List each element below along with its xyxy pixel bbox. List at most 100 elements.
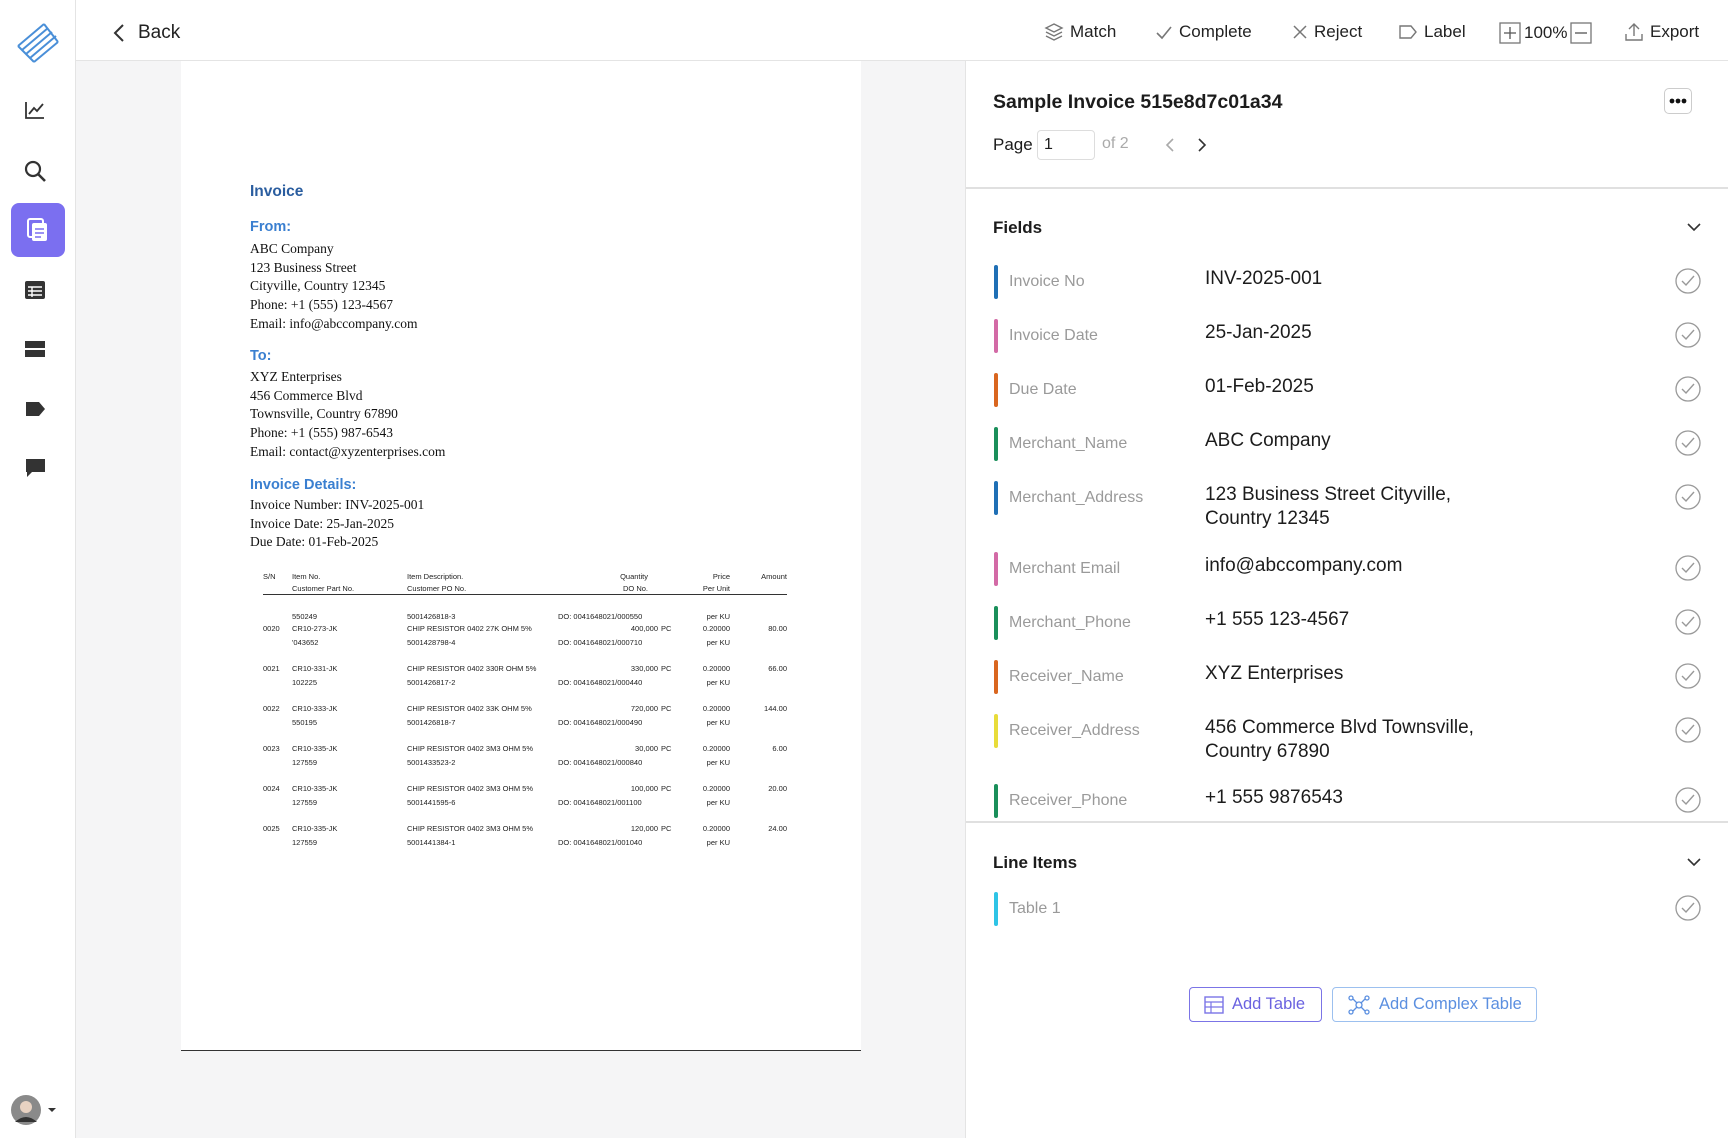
- document-title: Sample Invoice 515e8d7c01a34: [993, 91, 1283, 113]
- search-icon[interactable]: [24, 160, 46, 182]
- table-cell: 80.00: [768, 624, 787, 633]
- field-value[interactable]: ABC Company: [1205, 430, 1331, 451]
- table-cell: per KU: [706, 798, 730, 807]
- next-page[interactable]: [1196, 137, 1208, 153]
- table-cell: CHIP RESISTOR 0402 3M3 OHM 5%: [407, 824, 534, 833]
- line-items-collapse[interactable]: [1686, 856, 1702, 868]
- user-avatar[interactable]: [10, 1094, 60, 1126]
- field-label: Invoice No: [1009, 273, 1085, 290]
- table-cell: 5001426817-2: [407, 678, 456, 687]
- match-button[interactable]: Match: [1044, 22, 1116, 42]
- table-cell: CHIP RESISTOR 0402 3M3 OHM 5%: [407, 744, 534, 753]
- table-header: Customer Part No.: [292, 584, 355, 593]
- line-item-confirm[interactable]: [1674, 894, 1702, 922]
- table-cell: per KU: [706, 638, 730, 647]
- field-value[interactable]: 123 Business Street Cityville, Country 1…: [1205, 484, 1452, 529]
- table-cell: per KU: [706, 678, 730, 687]
- field-value[interactable]: INV-2025-001: [1205, 268, 1323, 289]
- documents-nav-active[interactable]: [11, 203, 65, 257]
- table-cell: DO: 0041648021/000490: [558, 718, 643, 727]
- storage-icon[interactable]: [24, 340, 46, 358]
- table-cell: 0.20000: [702, 784, 730, 793]
- field-confirm[interactable]: [1674, 554, 1702, 582]
- comment-icon[interactable]: [25, 458, 47, 478]
- reject-label: Reject: [1314, 22, 1363, 41]
- document-page: [181, 61, 861, 1051]
- table-cell: 5001426818-3: [407, 612, 456, 621]
- analytics-icon[interactable]: [24, 100, 46, 120]
- back-button[interactable]: Back: [112, 22, 180, 44]
- table-cell: 550195: [292, 718, 318, 727]
- side-panel: Sample Invoice 515e8d7c01a34 Page 1 of 2…: [965, 61, 1728, 1138]
- field-confirm[interactable]: [1674, 429, 1702, 457]
- page-input[interactable]: 1: [1037, 130, 1095, 160]
- field-value[interactable]: +1 555 123-4567: [1205, 609, 1350, 630]
- zoom-in[interactable]: [1499, 22, 1521, 44]
- field-confirm[interactable]: [1674, 267, 1702, 295]
- line-item-label[interactable]: Table 1: [1009, 900, 1061, 917]
- doc-line: XYZ Enterprises: [250, 369, 342, 384]
- table-cell: CR10-335-JK: [292, 824, 338, 833]
- table-cell: PC: [661, 824, 672, 833]
- table-rule: [263, 594, 787, 595]
- field-value[interactable]: XYZ Enterprises: [1205, 663, 1344, 684]
- table-cell: CR10-335-JK: [292, 744, 338, 753]
- add-table-icon: [1204, 995, 1224, 1014]
- table-cell: CR10-331-JK: [292, 664, 338, 673]
- field-confirm[interactable]: [1674, 608, 1702, 636]
- reject-button[interactable]: Reject: [1292, 22, 1362, 42]
- doc-section-heading: Invoice Details:: [250, 477, 357, 493]
- field-label: Merchant Email: [1009, 560, 1121, 577]
- field-color-bar: [994, 714, 998, 748]
- field-value[interactable]: 25-Jan-2025: [1205, 322, 1312, 343]
- field-confirm[interactable]: [1674, 321, 1702, 349]
- field-confirm[interactable]: [1674, 716, 1702, 744]
- field-value[interactable]: 456 Commerce Blvd Townsville, Country 67…: [1205, 717, 1474, 762]
- field-value[interactable]: +1 555 9876543: [1205, 787, 1343, 808]
- field-label: Receiver_Address: [1009, 722, 1140, 739]
- table-cell: 20.00: [768, 784, 787, 793]
- table-header: Price: [712, 572, 730, 581]
- zoom-out[interactable]: [1570, 22, 1593, 44]
- table-cell: 102225: [292, 678, 318, 687]
- field-value[interactable]: 01-Feb-2025: [1205, 376, 1314, 397]
- add-table-button[interactable]: Add Table: [1189, 987, 1322, 1022]
- field-confirm[interactable]: [1674, 662, 1702, 690]
- field-value[interactable]: info@abccompany.com: [1205, 555, 1403, 576]
- table-icon[interactable]: [24, 280, 46, 300]
- field-label: Due Date: [1009, 381, 1077, 398]
- divider: [966, 187, 1728, 189]
- field-label: Receiver_Phone: [1009, 792, 1128, 809]
- label-tool-label: Label: [1424, 22, 1466, 41]
- field-confirm[interactable]: [1674, 375, 1702, 403]
- doc-line: Email: contact@xyzenterprises.com: [250, 443, 446, 459]
- more-button[interactable]: [1664, 88, 1692, 114]
- table-cell: DO: 0041648021/000440: [558, 678, 643, 687]
- fields-collapse[interactable]: [1686, 221, 1702, 233]
- doc-line: Phone: +1 (555) 123-4567: [250, 297, 393, 313]
- field-color-bar: [994, 784, 998, 818]
- add-table-label: Add Table: [1232, 995, 1306, 1013]
- table-header: Item Description.: [407, 572, 464, 581]
- export-label: Export: [1650, 22, 1700, 41]
- export-button[interactable]: Export: [1624, 22, 1699, 42]
- fields-heading: Fields: [993, 218, 1043, 237]
- add-complex-table-label: Add Complex Table: [1379, 995, 1522, 1013]
- table-cell: 100,000: [630, 784, 658, 793]
- line-items-heading: Line Items: [993, 853, 1078, 872]
- label-icon[interactable]: [25, 401, 47, 417]
- field-label: Merchant_Phone: [1009, 614, 1131, 631]
- complete-button[interactable]: Complete: [1155, 22, 1252, 42]
- back-label: Back: [138, 22, 181, 43]
- table-cell: per KU: [706, 838, 730, 847]
- field-confirm[interactable]: [1674, 786, 1702, 814]
- field-color-bar: [994, 552, 998, 586]
- complete-label: Complete: [1179, 22, 1252, 41]
- complete-icon: [1156, 26, 1172, 40]
- field-confirm[interactable]: [1674, 483, 1702, 511]
- prev-page[interactable]: [1164, 137, 1176, 153]
- table-cell: CHIP RESISTOR 0402 3M3 OHM 5%: [407, 784, 534, 793]
- add-complex-table-button[interactable]: Add Complex Table: [1332, 987, 1537, 1022]
- table-cell: 720,000: [630, 704, 658, 713]
- label-button[interactable]: Label: [1398, 22, 1466, 42]
